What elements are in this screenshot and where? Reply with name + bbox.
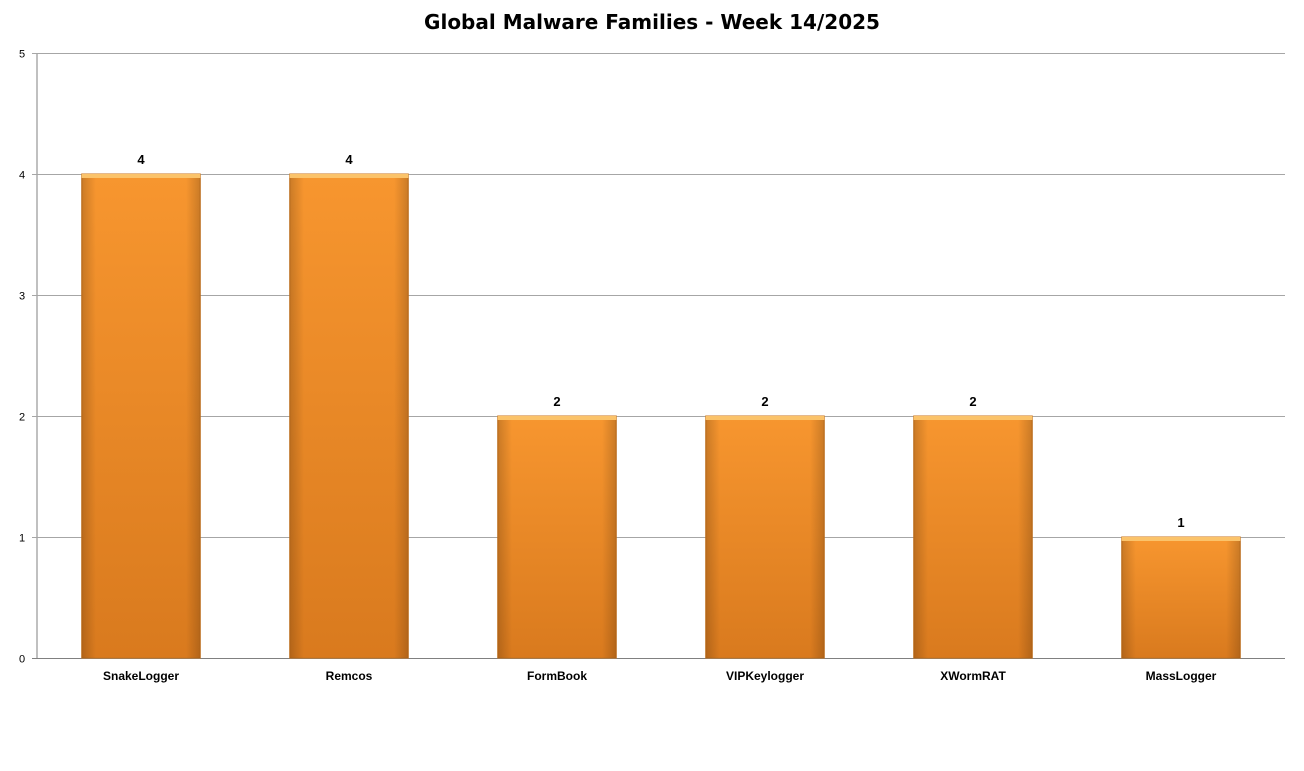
x-tick-label: FormBook xyxy=(527,669,587,683)
bar-vipkeylogger xyxy=(705,415,825,659)
bar-top-highlight xyxy=(1121,537,1241,541)
data-label: 4 xyxy=(345,152,353,167)
y-tick-label: 5 xyxy=(19,49,25,61)
bar-snakelogger xyxy=(81,173,201,659)
bar-formbook xyxy=(497,415,617,659)
data-label: 2 xyxy=(969,394,976,409)
data-label: 4 xyxy=(137,152,145,167)
bar-top-highlight xyxy=(81,174,201,178)
bar-top-highlight xyxy=(289,174,409,178)
bar-shade xyxy=(497,416,617,658)
bar-shade xyxy=(705,416,825,658)
chart-title: Global Malware Families - Week 14/2025 xyxy=(424,10,880,34)
data-label: 2 xyxy=(761,394,768,409)
data-label: 2 xyxy=(553,394,560,409)
bar-top-highlight xyxy=(913,416,1033,420)
y-tick-label: 4 xyxy=(19,170,25,182)
y-tick-label: 1 xyxy=(19,533,25,545)
bar-shade xyxy=(913,416,1033,658)
x-tick-label: XWormRAT xyxy=(940,669,1006,683)
bar-masslogger xyxy=(1121,536,1241,659)
bar-top-highlight xyxy=(705,416,825,420)
bar-shade xyxy=(1121,537,1241,658)
y-tick-label: 0 xyxy=(19,654,25,666)
bar-remcos xyxy=(289,173,409,659)
bar-shade xyxy=(289,174,409,658)
bar-top-highlight xyxy=(497,416,617,420)
y-tick-label: 2 xyxy=(19,412,25,424)
x-tick-label: Remcos xyxy=(326,669,373,683)
bar-xwormrat xyxy=(913,415,1033,659)
bar-shade xyxy=(81,174,201,658)
y-tick-label: 3 xyxy=(19,291,25,303)
x-tick-label: MassLogger xyxy=(1146,669,1217,683)
x-tick-label: VIPKeylogger xyxy=(726,669,804,683)
data-label: 1 xyxy=(1177,515,1184,530)
x-tick-label: SnakeLogger xyxy=(103,669,179,683)
